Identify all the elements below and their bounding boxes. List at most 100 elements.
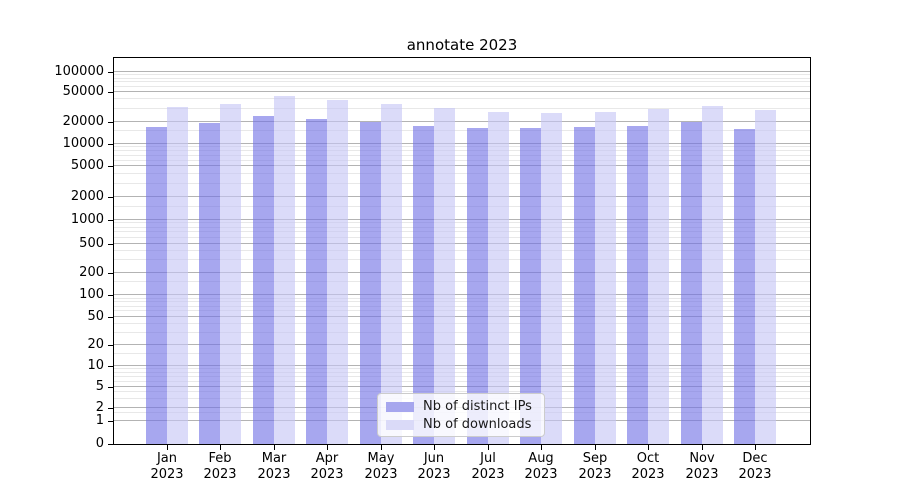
y-tick-mark xyxy=(108,244,114,245)
gridline-minor xyxy=(114,259,810,260)
y-tick-mark xyxy=(108,295,114,296)
bar-downloads xyxy=(755,110,776,444)
gridline-major xyxy=(114,143,810,144)
gridline-minor xyxy=(114,372,810,373)
x-tick-mark xyxy=(167,445,168,450)
y-tick-label: 5 xyxy=(95,379,104,394)
bar-downloads xyxy=(541,113,562,444)
x-tick-label: Feb 2023 xyxy=(203,451,237,482)
legend-swatch-downloads xyxy=(386,420,414,430)
gridline-major xyxy=(114,196,810,197)
legend: Nb of distinct IPs Nb of downloads xyxy=(377,393,545,437)
gridline-minor xyxy=(114,250,810,251)
bar-distinct-ips xyxy=(627,126,648,444)
gridline-minor xyxy=(114,306,810,307)
gridline-major xyxy=(114,165,810,166)
bar-downloads xyxy=(220,104,241,444)
gridline-major xyxy=(114,386,810,387)
gridline-major xyxy=(114,91,810,92)
x-tick-mark xyxy=(434,445,435,450)
y-tick-mark xyxy=(108,220,114,221)
bar-distinct-ips xyxy=(520,128,541,444)
gridline-minor xyxy=(114,376,810,377)
y-tick-label: 2000 xyxy=(70,189,104,204)
bar-downloads xyxy=(595,112,616,444)
y-tick-label: 100 xyxy=(79,287,104,302)
gridline-minor xyxy=(114,74,810,75)
gridline-minor xyxy=(114,332,810,333)
gridline-minor xyxy=(114,368,810,369)
gridline-minor xyxy=(114,301,810,302)
bar-distinct-ips xyxy=(734,129,755,444)
x-tick-label: Dec 2023 xyxy=(738,451,772,482)
legend-item-distinct-ips: Nb of distinct IPs xyxy=(378,398,544,416)
y-tick-label: 2 xyxy=(95,400,104,415)
gridline-minor xyxy=(114,130,810,131)
gridline-minor xyxy=(114,108,810,109)
x-tick-mark xyxy=(381,445,382,450)
gridline-minor xyxy=(114,298,810,299)
y-tick-mark xyxy=(108,72,114,73)
y-tick-mark xyxy=(108,144,114,145)
bar-distinct-ips xyxy=(360,122,381,444)
y-tick-label: 200 xyxy=(79,265,104,280)
legend-label-downloads: Nb of downloads xyxy=(423,417,532,432)
bar-downloads xyxy=(167,107,188,444)
gridline-minor xyxy=(114,222,810,223)
bar-downloads xyxy=(488,112,509,444)
gridline-minor xyxy=(114,237,810,238)
gridline-major xyxy=(114,365,810,366)
gridline-major xyxy=(114,243,810,244)
bar-downloads xyxy=(434,108,455,444)
y-tick-mark xyxy=(108,387,114,388)
gridline-minor xyxy=(114,86,810,87)
y-tick-mark xyxy=(108,317,114,318)
y-tick-label: 20 xyxy=(87,337,104,352)
bar-downloads xyxy=(327,100,348,444)
gridline-major xyxy=(114,219,810,220)
gridline-minor xyxy=(114,160,810,161)
x-tick-label: Apr 2023 xyxy=(310,451,344,482)
y-tick-label: 1 xyxy=(95,413,104,428)
gridline-major xyxy=(114,121,810,122)
gridline-minor xyxy=(114,227,810,228)
bar-distinct-ips xyxy=(467,128,488,444)
gridline-minor xyxy=(114,146,810,147)
y-tick-mark xyxy=(108,273,114,274)
y-tick-label: 500 xyxy=(79,236,104,251)
bar-downloads xyxy=(381,104,402,444)
y-tick-mark xyxy=(108,92,114,93)
gridline-major xyxy=(114,272,810,273)
gridline-minor xyxy=(114,310,810,311)
y-tick-mark xyxy=(108,444,114,445)
y-tick-label: 50 xyxy=(87,309,104,324)
bar-distinct-ips xyxy=(574,127,595,444)
gridline-minor xyxy=(114,78,810,79)
y-tick-label: 1000 xyxy=(70,212,104,227)
y-tick-label: 20000 xyxy=(62,114,104,129)
gridline-minor xyxy=(114,206,810,207)
x-tick-label: Nov 2023 xyxy=(685,451,719,482)
x-tick-mark xyxy=(488,445,489,450)
x-tick-label: Aug 2023 xyxy=(524,451,558,482)
bar-distinct-ips xyxy=(253,116,274,444)
y-tick-mark xyxy=(108,421,114,422)
gridline-minor xyxy=(114,353,810,354)
y-tick-mark xyxy=(108,166,114,167)
gridline-minor xyxy=(114,150,810,151)
y-tick-mark xyxy=(108,197,114,198)
gridline-minor xyxy=(114,81,810,82)
x-tick-mark xyxy=(327,445,328,450)
y-tick-mark xyxy=(108,408,114,409)
gridline-minor xyxy=(114,173,810,174)
y-tick-label: 0 xyxy=(95,436,104,451)
gridline-minor xyxy=(114,231,810,232)
x-tick-label: Sep 2023 xyxy=(578,451,612,482)
x-tick-label: Jul 2023 xyxy=(471,451,505,482)
x-tick-label: Jan 2023 xyxy=(150,451,184,482)
gridline-major xyxy=(114,71,810,72)
legend-label-distinct-ips: Nb of distinct IPs xyxy=(423,399,532,414)
bar-downloads xyxy=(702,106,723,444)
y-tick-mark xyxy=(108,345,114,346)
